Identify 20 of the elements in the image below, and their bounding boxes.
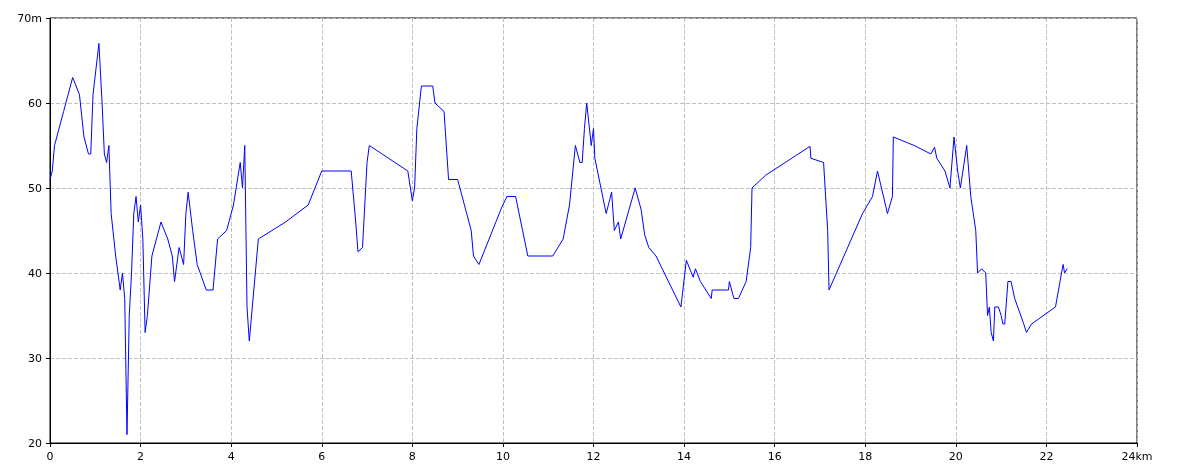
y-tick-label: 50 xyxy=(28,181,42,195)
x-tick-label: 6 xyxy=(318,450,326,463)
y-tick-label: 40 xyxy=(28,266,42,280)
x-tick-label: 2 xyxy=(137,450,145,463)
y-tick-label: 30 xyxy=(28,351,42,365)
x-tick-label: 0 xyxy=(46,450,54,463)
x-tick-label: 14 xyxy=(677,450,692,463)
x-tick-label: 16 xyxy=(767,450,782,463)
x-tick-label: 20 xyxy=(948,450,963,463)
x-tick-label: 12 xyxy=(586,450,601,463)
x-tick-label: 4 xyxy=(227,450,235,463)
x-tick-label: 24km xyxy=(1121,450,1153,463)
x-tick-label: 10 xyxy=(495,450,510,463)
line-series xyxy=(49,43,1068,435)
y-tick-label: 70m xyxy=(17,11,42,25)
x-tick-label: 22 xyxy=(1039,450,1054,463)
x-tick-label: 8 xyxy=(408,450,416,463)
x-tick-label: 18 xyxy=(858,450,873,463)
y-tick-label: 60 xyxy=(28,96,42,110)
y-tick-label: 20 xyxy=(28,436,42,450)
